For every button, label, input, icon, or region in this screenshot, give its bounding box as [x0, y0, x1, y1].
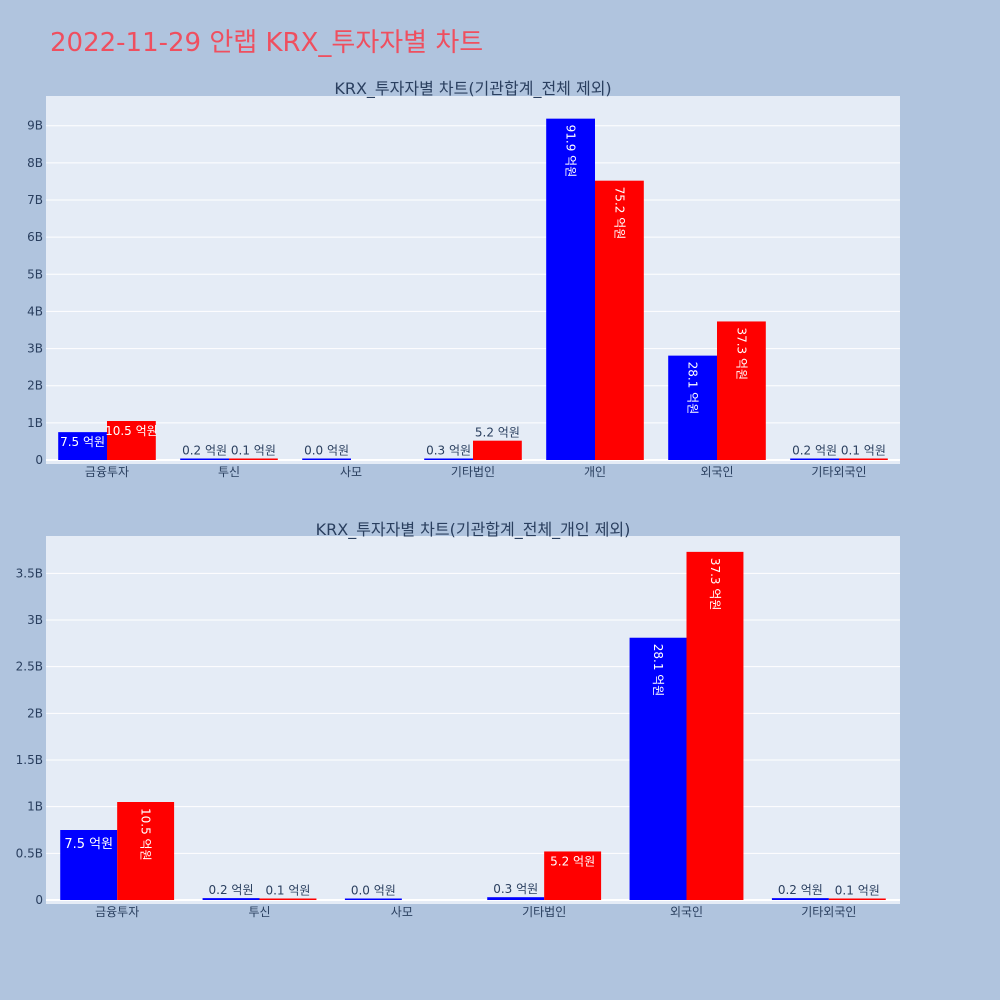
bar-value-label: 0.2 억원 [209, 883, 254, 897]
y-tick-label: 3.5B [16, 566, 43, 580]
bar-value-label: 0.1 억원 [835, 884, 880, 898]
y-tick-label: 3B [27, 613, 43, 627]
y-tick-label: 1B [27, 416, 43, 430]
bar-value-label: 7.5 억원 [60, 435, 105, 449]
bar [229, 458, 278, 460]
bar-value-label: 10.5 억원 [139, 808, 153, 861]
y-tick-label: 5B [27, 267, 43, 281]
bar [344, 898, 402, 900]
bar [668, 355, 717, 460]
bar [180, 458, 229, 460]
y-tick-label: 2B [27, 706, 43, 720]
x-tick-label: 외국인 [700, 465, 733, 479]
x-tick-label: 기타외국인 [811, 465, 866, 479]
bar [302, 458, 351, 460]
x-tick-label: 개인 [584, 465, 606, 479]
x-tick-label: 투신 [218, 465, 240, 479]
bar-value-label: 91.9 억원 [564, 125, 578, 178]
bar-value-label: 0.3 억원 [493, 882, 538, 896]
chart-subtitle: KRX_투자자별 차트(기관합계_전체_개인 제외) [316, 520, 631, 540]
y-tick-label: 6B [27, 230, 43, 244]
bar [544, 851, 602, 900]
bar [790, 458, 839, 460]
bar-value-label: 0.0 억원 [351, 884, 396, 898]
x-tick-label: 기타법인 [451, 465, 495, 479]
x-tick-label: 외국인 [670, 905, 703, 919]
plot-area [46, 536, 900, 904]
y-tick-label: 9B [27, 119, 43, 133]
bar [717, 321, 766, 460]
y-tick-label: 4B [27, 304, 43, 318]
y-tick-label: 8B [27, 156, 43, 170]
bar-value-label: 5.2 억원 [475, 426, 520, 440]
x-tick-label: 금융투자 [85, 465, 129, 479]
bar [58, 432, 107, 460]
x-tick-label: 기타외국인 [801, 905, 856, 919]
page-title: 2022-11-29 안랩 KRX_투자자별 차트 [50, 28, 484, 58]
bar [259, 898, 317, 900]
bar-value-label: 0.1 억원 [231, 444, 276, 458]
bar [107, 421, 156, 460]
chart-1: 0 1B 2B 3B 4B 5B 6B 7B 8B 9B KRX_투자자별 차트(기관합계_전체 제… [27, 79, 900, 479]
bar-value-label: 37.3 억원 [708, 558, 722, 611]
bar [686, 551, 744, 900]
bar-value-label: 0.1 억원 [841, 444, 886, 458]
bar [771, 898, 829, 900]
y-tick-label: 0.5B [16, 846, 43, 860]
x-tick-label: 금융투자 [95, 905, 139, 919]
x-tick-label: 투신 [248, 905, 270, 919]
x-tick-label: 사모 [391, 905, 413, 919]
bar-value-label: 0.2 억원 [182, 444, 227, 458]
y-tick-label: 0 [35, 453, 43, 467]
bar [595, 180, 644, 460]
y-tick-label: 1.5B [16, 753, 43, 767]
bar-value-label: 0.3 억원 [426, 444, 471, 458]
y-tick-label: 1B [27, 800, 43, 814]
x-tick-label: 기타법인 [522, 905, 566, 919]
chart-subtitle: KRX_투자자별 차트(기관합계_전체 제외) [334, 79, 611, 99]
bar-value-label: 0.2 억원 [792, 444, 837, 458]
y-tick-label: 0 [35, 893, 43, 907]
bar-value-label: 75.2 억원 [612, 187, 626, 240]
bar-value-label: 37.3 억원 [734, 327, 748, 380]
bar [546, 118, 595, 461]
bar [473, 440, 522, 460]
bar-value-label: 10.5 억원 [105, 424, 158, 438]
y-tick-label: 2.5B [16, 660, 43, 674]
bar-value-label: 0.0 억원 [304, 444, 349, 458]
plot-area [46, 96, 900, 464]
bar-value-label: 0.1 억원 [265, 884, 310, 898]
bar [828, 898, 886, 900]
bar [117, 802, 175, 900]
bar-value-label: 28.1 억원 [651, 644, 665, 697]
bar [839, 458, 888, 460]
bar [202, 898, 260, 900]
bar-value-label: 0.2 억원 [778, 883, 823, 897]
bar [487, 897, 545, 900]
bar-value-label: 7.5 억원 [64, 837, 113, 852]
x-tick-label: 사모 [340, 465, 362, 479]
bar-value-label: 5.2 억원 [550, 854, 595, 868]
bar-value-label: 28.1 억원 [686, 362, 700, 415]
bar [60, 830, 118, 900]
y-tick-label: 3B [27, 342, 43, 356]
y-tick-label: 7B [27, 193, 43, 207]
y-tick-label: 2B [27, 379, 43, 393]
chart-2: 0 0.5B 1B 1.5B 2B 2.5B 3B 3.5B KRX_투자자별 차트(기관합계_… [16, 520, 900, 919]
bar [629, 637, 687, 900]
bar [424, 458, 473, 460]
